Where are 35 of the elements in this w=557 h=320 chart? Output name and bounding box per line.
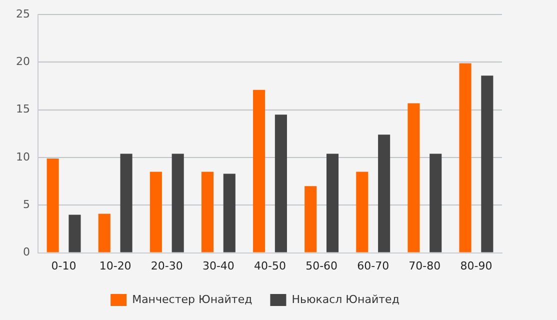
bar bbox=[430, 154, 442, 252]
bar bbox=[120, 154, 132, 252]
y-tick-label: 0 bbox=[22, 246, 30, 259]
bar bbox=[68, 214, 81, 252]
x-tick-label: 80-90 bbox=[460, 259, 492, 272]
y-tick-label: 15 bbox=[16, 102, 30, 116]
legend-label: Ньюкасл Юнайтед bbox=[292, 292, 400, 306]
bar bbox=[408, 103, 420, 252]
y-tick-label: 20 bbox=[16, 55, 30, 68]
bar bbox=[253, 90, 266, 252]
bar bbox=[378, 134, 390, 252]
x-tick-label: 40-50 bbox=[254, 259, 286, 272]
x-tick-label: 60-70 bbox=[357, 259, 390, 272]
bar bbox=[459, 63, 472, 252]
bar bbox=[326, 154, 339, 252]
bar bbox=[150, 172, 162, 252]
y-tick-label: 10 bbox=[16, 150, 30, 164]
x-tick-label: 50-60 bbox=[306, 259, 338, 272]
x-tick-label: 10-20 bbox=[99, 259, 132, 272]
bar bbox=[201, 172, 214, 252]
bar bbox=[356, 172, 368, 252]
legend-label: Манчестер Юнайтед bbox=[132, 292, 253, 306]
x-tick-label: 20-30 bbox=[150, 259, 183, 272]
bar bbox=[481, 76, 494, 252]
bar bbox=[304, 186, 317, 252]
bar bbox=[98, 214, 110, 252]
bar bbox=[223, 174, 236, 252]
bar bbox=[274, 114, 287, 252]
x-tick-label: 70-80 bbox=[408, 259, 441, 272]
x-tick-label: 30-40 bbox=[202, 259, 234, 272]
x-tick-label: 0-10 bbox=[51, 259, 76, 272]
bar bbox=[172, 154, 184, 252]
y-tick-label: 5 bbox=[22, 198, 30, 212]
bar bbox=[46, 158, 59, 252]
y-tick-label: 25 bbox=[16, 7, 30, 20]
